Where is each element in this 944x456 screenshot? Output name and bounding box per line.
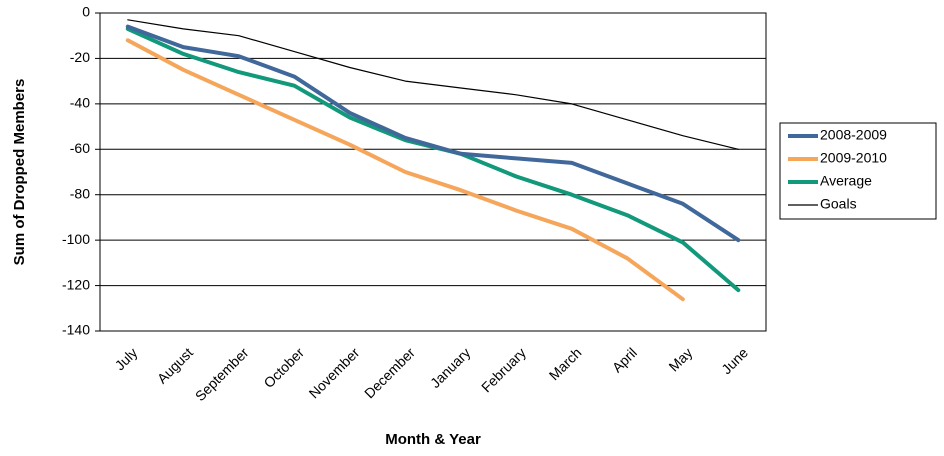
y-tick-label: -20 <box>70 49 90 65</box>
x-tick-label: February <box>478 344 529 395</box>
x-tick-label: August <box>154 344 196 386</box>
legend-box <box>779 122 937 220</box>
y-axis-title: Sum of Dropped Members <box>11 79 28 266</box>
y-tick-label: -80 <box>70 185 90 201</box>
y-tick-label: -40 <box>70 95 90 111</box>
legend-label: 2008-2009 <box>820 127 887 143</box>
y-tick-label: -120 <box>62 276 90 292</box>
series-line <box>125 24 741 243</box>
legend-label: Goals <box>820 196 857 212</box>
y-tick-label: -100 <box>62 231 90 247</box>
x-tick-label: April <box>609 344 640 375</box>
x-tick-label: July <box>112 344 141 373</box>
x-tick-label: January <box>427 344 474 391</box>
x-axis-title: Month & Year <box>385 431 481 448</box>
y-tick-label: 0 <box>82 4 90 20</box>
series-line <box>127 19 739 150</box>
x-tick-label: June <box>718 344 751 377</box>
x-tick-label: October <box>260 344 307 391</box>
y-tick-label: -140 <box>62 322 90 338</box>
x-tick-label: March <box>546 344 585 383</box>
series-line <box>125 38 685 302</box>
y-tick-label: -60 <box>70 140 90 156</box>
series-line <box>125 26 741 293</box>
x-tick-label: September <box>192 344 252 404</box>
x-tick-label: December <box>361 344 418 401</box>
x-tick-label: May <box>665 344 695 374</box>
plot-frame <box>99 12 767 332</box>
x-tick-label: November <box>306 344 363 401</box>
legend-label: 2009-2010 <box>820 150 887 166</box>
legend-label: Average <box>820 173 872 189</box>
